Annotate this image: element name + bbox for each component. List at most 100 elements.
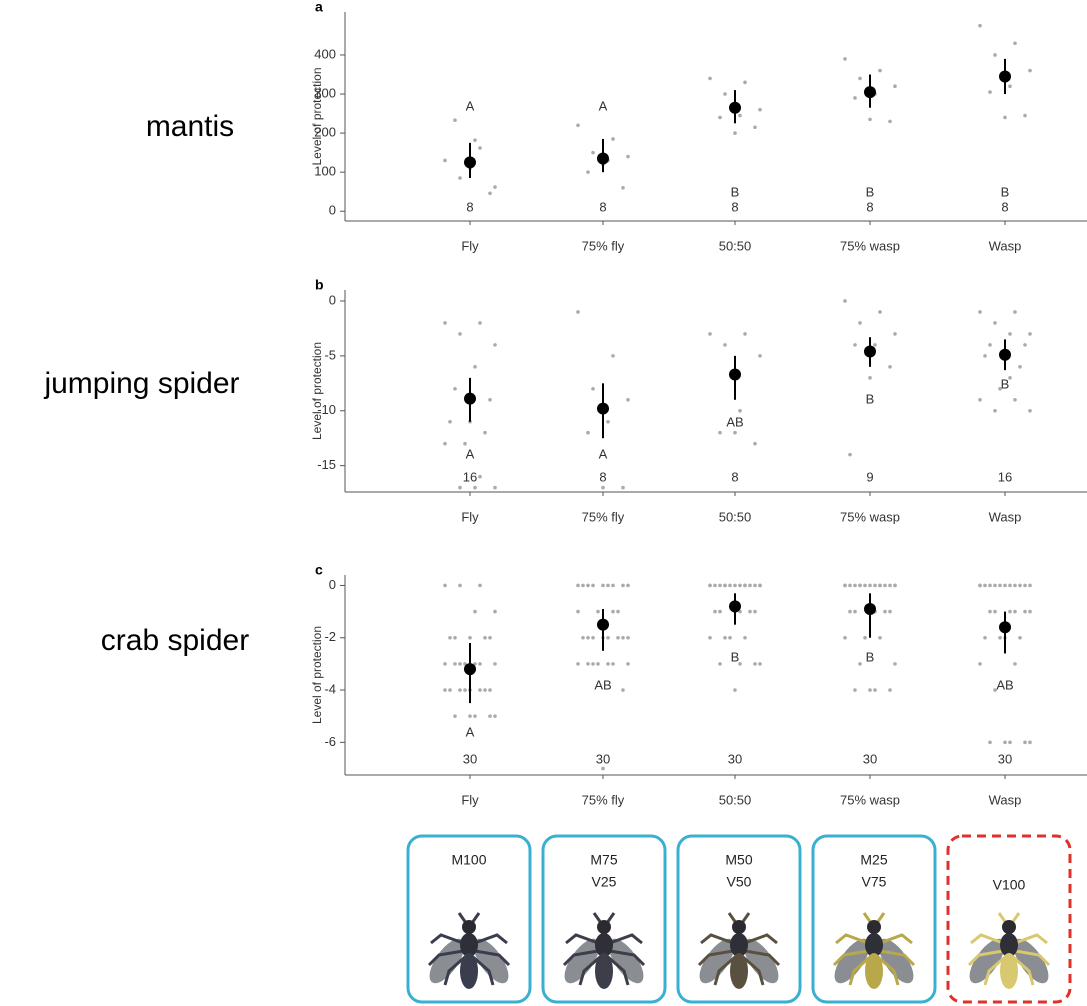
raw-point	[978, 397, 982, 402]
raw-point	[1013, 41, 1017, 46]
mean-point	[864, 86, 876, 99]
x-tick-label: 50:50	[719, 792, 752, 807]
raw-point	[1013, 662, 1017, 666]
raw-point	[493, 609, 497, 614]
raw-point	[988, 583, 992, 588]
mean-point	[999, 348, 1011, 361]
significance-letter: B	[731, 649, 740, 664]
raw-point	[488, 714, 492, 718]
raw-point	[606, 583, 610, 588]
x-tick-label: Fly	[461, 509, 479, 524]
significance-letter: A	[466, 446, 475, 461]
raw-point	[758, 583, 762, 588]
raw-point	[493, 714, 497, 718]
mean-point	[999, 70, 1011, 83]
raw-point	[453, 387, 457, 391]
raw-point	[978, 662, 982, 666]
raw-point	[743, 635, 747, 640]
raw-point	[453, 635, 457, 640]
raw-point	[478, 474, 482, 479]
raw-point	[743, 583, 747, 588]
raw-point	[458, 332, 462, 336]
mean-point	[464, 663, 476, 676]
raw-point	[848, 452, 852, 457]
raw-point	[1003, 115, 1007, 120]
y-tick-label: -5	[324, 347, 336, 362]
raw-point	[708, 583, 712, 588]
raw-point	[843, 299, 847, 303]
raw-point	[488, 191, 492, 196]
raw-point	[983, 583, 987, 588]
raw-point	[453, 118, 457, 123]
raw-point	[988, 90, 992, 94]
significance-letter: B	[866, 649, 875, 664]
raw-point	[621, 485, 625, 490]
raw-point	[606, 662, 610, 666]
significance-letter: A	[466, 98, 475, 113]
treatment-label: V25	[592, 874, 617, 890]
raw-point	[473, 365, 477, 369]
sample-size: 16	[463, 469, 477, 484]
raw-point	[858, 583, 862, 588]
raw-point	[993, 609, 997, 614]
raw-point	[616, 635, 620, 640]
y-tick-label: 0	[329, 292, 336, 307]
raw-point	[453, 662, 457, 666]
x-tick-label: 75% fly	[582, 509, 625, 524]
raw-point	[863, 583, 867, 588]
raw-point	[883, 609, 887, 614]
raw-point	[488, 397, 492, 402]
raw-point	[591, 583, 595, 588]
raw-point	[463, 688, 467, 692]
raw-point	[596, 609, 600, 614]
raw-point	[458, 176, 462, 180]
raw-point	[1013, 397, 1017, 402]
sample-size: 16	[998, 469, 1012, 484]
raw-point	[853, 343, 857, 347]
raw-point	[893, 84, 897, 89]
mean-point	[729, 368, 741, 381]
raw-point	[713, 609, 717, 614]
raw-point	[483, 688, 487, 692]
raw-point	[1013, 583, 1017, 588]
raw-point	[858, 321, 862, 325]
treatment-label: V50	[727, 874, 752, 890]
raw-point	[978, 23, 982, 28]
sample-size: 8	[731, 469, 738, 484]
raw-point	[993, 688, 997, 692]
raw-point	[758, 662, 762, 666]
raw-point	[708, 635, 712, 640]
raw-point	[868, 688, 872, 692]
raw-point	[1008, 609, 1012, 614]
fly-icon	[556, 912, 652, 991]
raw-point	[576, 310, 580, 314]
raw-point	[621, 688, 625, 692]
fly-icon	[961, 912, 1057, 991]
raw-point	[591, 387, 595, 391]
raw-point	[998, 583, 1002, 588]
raw-point	[978, 310, 982, 314]
significance-letter: AB	[594, 677, 611, 692]
raw-point	[988, 343, 992, 347]
sample-size: 30	[728, 751, 742, 766]
x-tick-label: 75% fly	[582, 792, 625, 807]
treatment-box	[811, 834, 937, 1004]
significance-letter: B	[1001, 376, 1010, 391]
raw-point	[448, 419, 452, 424]
raw-point	[448, 635, 452, 640]
raw-point	[723, 343, 727, 347]
raw-point	[893, 662, 897, 666]
raw-point	[1008, 740, 1012, 745]
treatment-label: M75	[590, 852, 617, 868]
raw-point	[843, 57, 847, 61]
raw-point	[748, 583, 752, 588]
raw-point	[1023, 609, 1027, 614]
raw-point	[738, 408, 742, 413]
sample-size: 8	[731, 199, 738, 214]
sample-size: 30	[998, 751, 1012, 766]
x-tick-label: Wasp	[989, 792, 1022, 807]
raw-point	[626, 662, 630, 666]
sample-size: 8	[599, 199, 606, 214]
raw-point	[753, 662, 757, 666]
